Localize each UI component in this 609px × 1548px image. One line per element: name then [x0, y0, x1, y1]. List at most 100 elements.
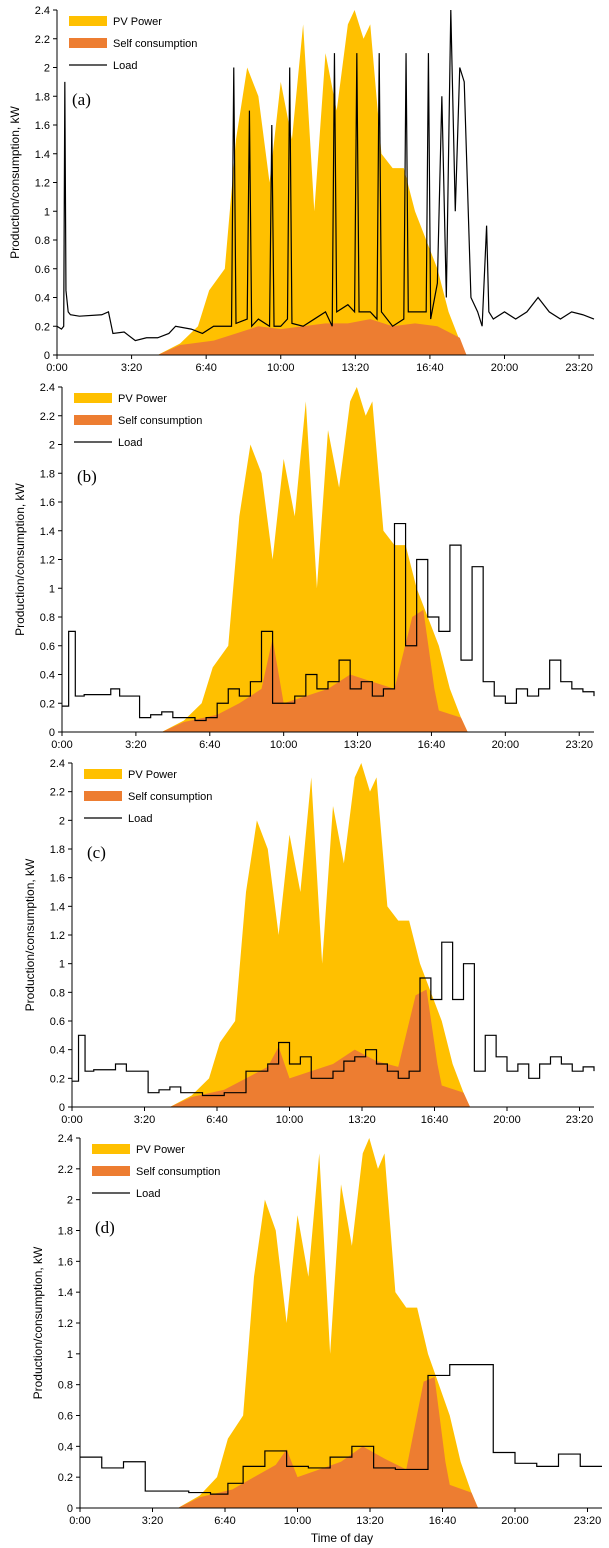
x-tick-label: 23:20 — [574, 1515, 602, 1527]
series-area-2 — [72, 989, 594, 1107]
series-load-line — [80, 1364, 602, 1495]
legend-label-1: PV Power — [136, 1144, 185, 1156]
legend-swatch-2 — [92, 1166, 130, 1176]
x-tick-label: 6:40 — [195, 362, 216, 374]
y-tick-label: 0.2 — [40, 698, 55, 710]
series-load-line — [72, 941, 595, 1097]
x-tick-label: 0:00 — [46, 362, 67, 374]
x-tick-label: 6:40 — [199, 739, 220, 751]
chart-panel-4: 0 0.2 0.4 0.6 0.8 1 1.2 1.4 1.6 1.8 2 2.2 2.4 0:00 3:2… — [31, 1133, 602, 1527]
x-tick-label: 16:40 — [418, 739, 446, 751]
y-tick-label: 1.2 — [58, 1318, 73, 1330]
y-tick-label: 0 — [44, 350, 50, 362]
x-tick-label: 3:20 — [121, 362, 142, 374]
legend-label-2: Self consumption — [118, 415, 202, 427]
y-axis-title: Production/consumption, kW — [13, 482, 27, 635]
y-tick-label: 0 — [59, 1102, 65, 1114]
x-tick-label: 13:20 — [342, 362, 370, 374]
y-tick-label: 0.2 — [58, 1472, 73, 1484]
x-tick-label: 23:20 — [565, 362, 593, 374]
x-tick-label: 20:00 — [492, 739, 520, 751]
y-tick-label: 1.2 — [40, 555, 55, 567]
y-tick-label: 0.8 — [50, 987, 65, 999]
legend-swatch-1 — [74, 393, 112, 403]
chart-panel-2: 0 0.2 0.4 0.6 0.8 1 1.2 1.4 1.6 1.8 2 2.2 2.4 0:00 3:2… — [13, 382, 595, 751]
y-tick-label: 1.4 — [50, 901, 65, 913]
y-axis-title: Production/consumption, kW — [23, 858, 37, 1011]
x-tick-label: 16:40 — [416, 362, 444, 374]
y-tick-label: 2 — [67, 1195, 73, 1207]
series-area-1 — [62, 387, 594, 732]
y-tick-label: 0.8 — [58, 1380, 73, 1392]
y-tick-label: 2.4 — [40, 382, 55, 394]
y-tick-label: 1 — [59, 959, 65, 971]
x-tick-label: 20:00 — [501, 1515, 529, 1527]
legend-label-2: Self consumption — [136, 1166, 220, 1178]
legend-label-3: Load — [113, 60, 137, 72]
y-tick-label: 0.6 — [50, 1016, 65, 1028]
x-tick-label: 20:00 — [491, 362, 519, 374]
legend-label-3: Load — [136, 1188, 160, 1200]
y-tick-label: 0.8 — [35, 235, 50, 247]
y-tick-label: 2 — [59, 815, 65, 827]
y-tick-label: 0.2 — [50, 1073, 65, 1085]
series-load-line — [56, 9, 595, 342]
y-tick-label: 1 — [49, 583, 55, 595]
y-tick-label: 0.4 — [35, 293, 50, 305]
chart-panel-1: 0 0.2 0.4 0.6 0.8 1 1.2 1.4 1.6 1.8 2 2.2 2.4 0:00 3:2… — [8, 5, 595, 374]
y-tick-label: 1.2 — [50, 930, 65, 942]
y-tick-label: 0.6 — [40, 641, 55, 653]
y-tick-label: 1.6 — [35, 120, 50, 132]
x-tick-label: 3:20 — [134, 1114, 155, 1126]
y-tick-label: 1.2 — [35, 178, 50, 190]
chart-panel-3: 0 0.2 0.4 0.6 0.8 1 1.2 1.4 1.6 1.8 2 2.2 2.4 0:00 3:2… — [23, 758, 595, 1126]
x-tick-label: 0:00 — [61, 1114, 82, 1126]
panel-label: (a) — [72, 90, 91, 109]
x-tick-label: 16:40 — [429, 1515, 457, 1527]
legend-label-1: PV Power — [118, 393, 167, 405]
y-tick-label: 1.8 — [40, 468, 55, 480]
y-tick-label: 1 — [44, 206, 50, 218]
y-tick-label: 1.4 — [35, 149, 50, 161]
y-tick-label: 2.2 — [35, 34, 50, 46]
x-tick-label: 16:40 — [421, 1114, 449, 1126]
x-tick-label: 3:20 — [125, 739, 146, 751]
series-area-1 — [57, 10, 594, 355]
x-tick-label: 10:00 — [270, 739, 298, 751]
series-area-1 — [80, 1138, 602, 1508]
legend-label-2: Self consumption — [113, 38, 197, 50]
y-tick-label: 1.4 — [40, 526, 55, 538]
legend-swatch-2 — [69, 38, 107, 48]
y-tick-label: 1.6 — [50, 873, 65, 885]
y-tick-label: 2 — [49, 440, 55, 452]
x-tick-label: 6:40 — [214, 1515, 235, 1527]
x-tick-label: 10:00 — [284, 1515, 312, 1527]
legend-label-3: Load — [118, 437, 142, 449]
legend-label-1: PV Power — [128, 769, 177, 781]
y-tick-label: 2.4 — [58, 1133, 73, 1145]
series-area-2 — [57, 319, 594, 355]
x-tick-label: 13:20 — [356, 1515, 384, 1527]
x-tick-label: 23:20 — [565, 739, 593, 751]
legend-swatch-1 — [92, 1144, 130, 1154]
y-tick-label: 2.2 — [50, 787, 65, 799]
legend-swatch-1 — [84, 769, 122, 779]
legend-label-1: PV Power — [113, 16, 162, 28]
panel-label: (b) — [77, 467, 97, 486]
legend-swatch-2 — [74, 415, 112, 425]
shared-x-axis-title: Time of day — [311, 1531, 373, 1545]
legend-swatch-1 — [69, 16, 107, 26]
y-tick-label: 0.4 — [40, 670, 55, 682]
x-tick-label: 3:20 — [142, 1515, 163, 1527]
y-tick-label: 1.4 — [58, 1287, 73, 1299]
y-tick-label: 0.6 — [35, 264, 50, 276]
y-tick-label: 2.2 — [58, 1164, 73, 1176]
y-tick-label: 1.8 — [35, 91, 50, 103]
y-tick-label: 0.2 — [35, 321, 50, 333]
y-tick-label: 0.8 — [40, 612, 55, 624]
panel-label: (d) — [95, 1218, 115, 1237]
y-tick-label: 1.8 — [58, 1226, 73, 1238]
y-tick-label: 1 — [67, 1349, 73, 1361]
legend-swatch-2 — [84, 791, 122, 801]
